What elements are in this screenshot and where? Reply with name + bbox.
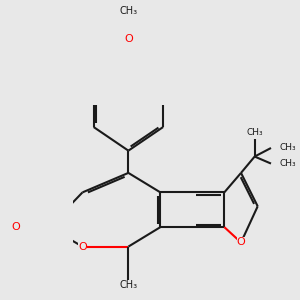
Text: O: O [78, 242, 87, 252]
Text: O: O [237, 237, 245, 248]
Text: CH₃: CH₃ [280, 143, 296, 152]
Text: O: O [124, 34, 133, 44]
Text: O: O [11, 222, 20, 232]
Text: CH₃: CH₃ [119, 280, 137, 290]
Text: CH₃: CH₃ [119, 6, 137, 16]
Text: CH₃: CH₃ [246, 128, 263, 136]
Text: CH₃: CH₃ [280, 159, 296, 168]
